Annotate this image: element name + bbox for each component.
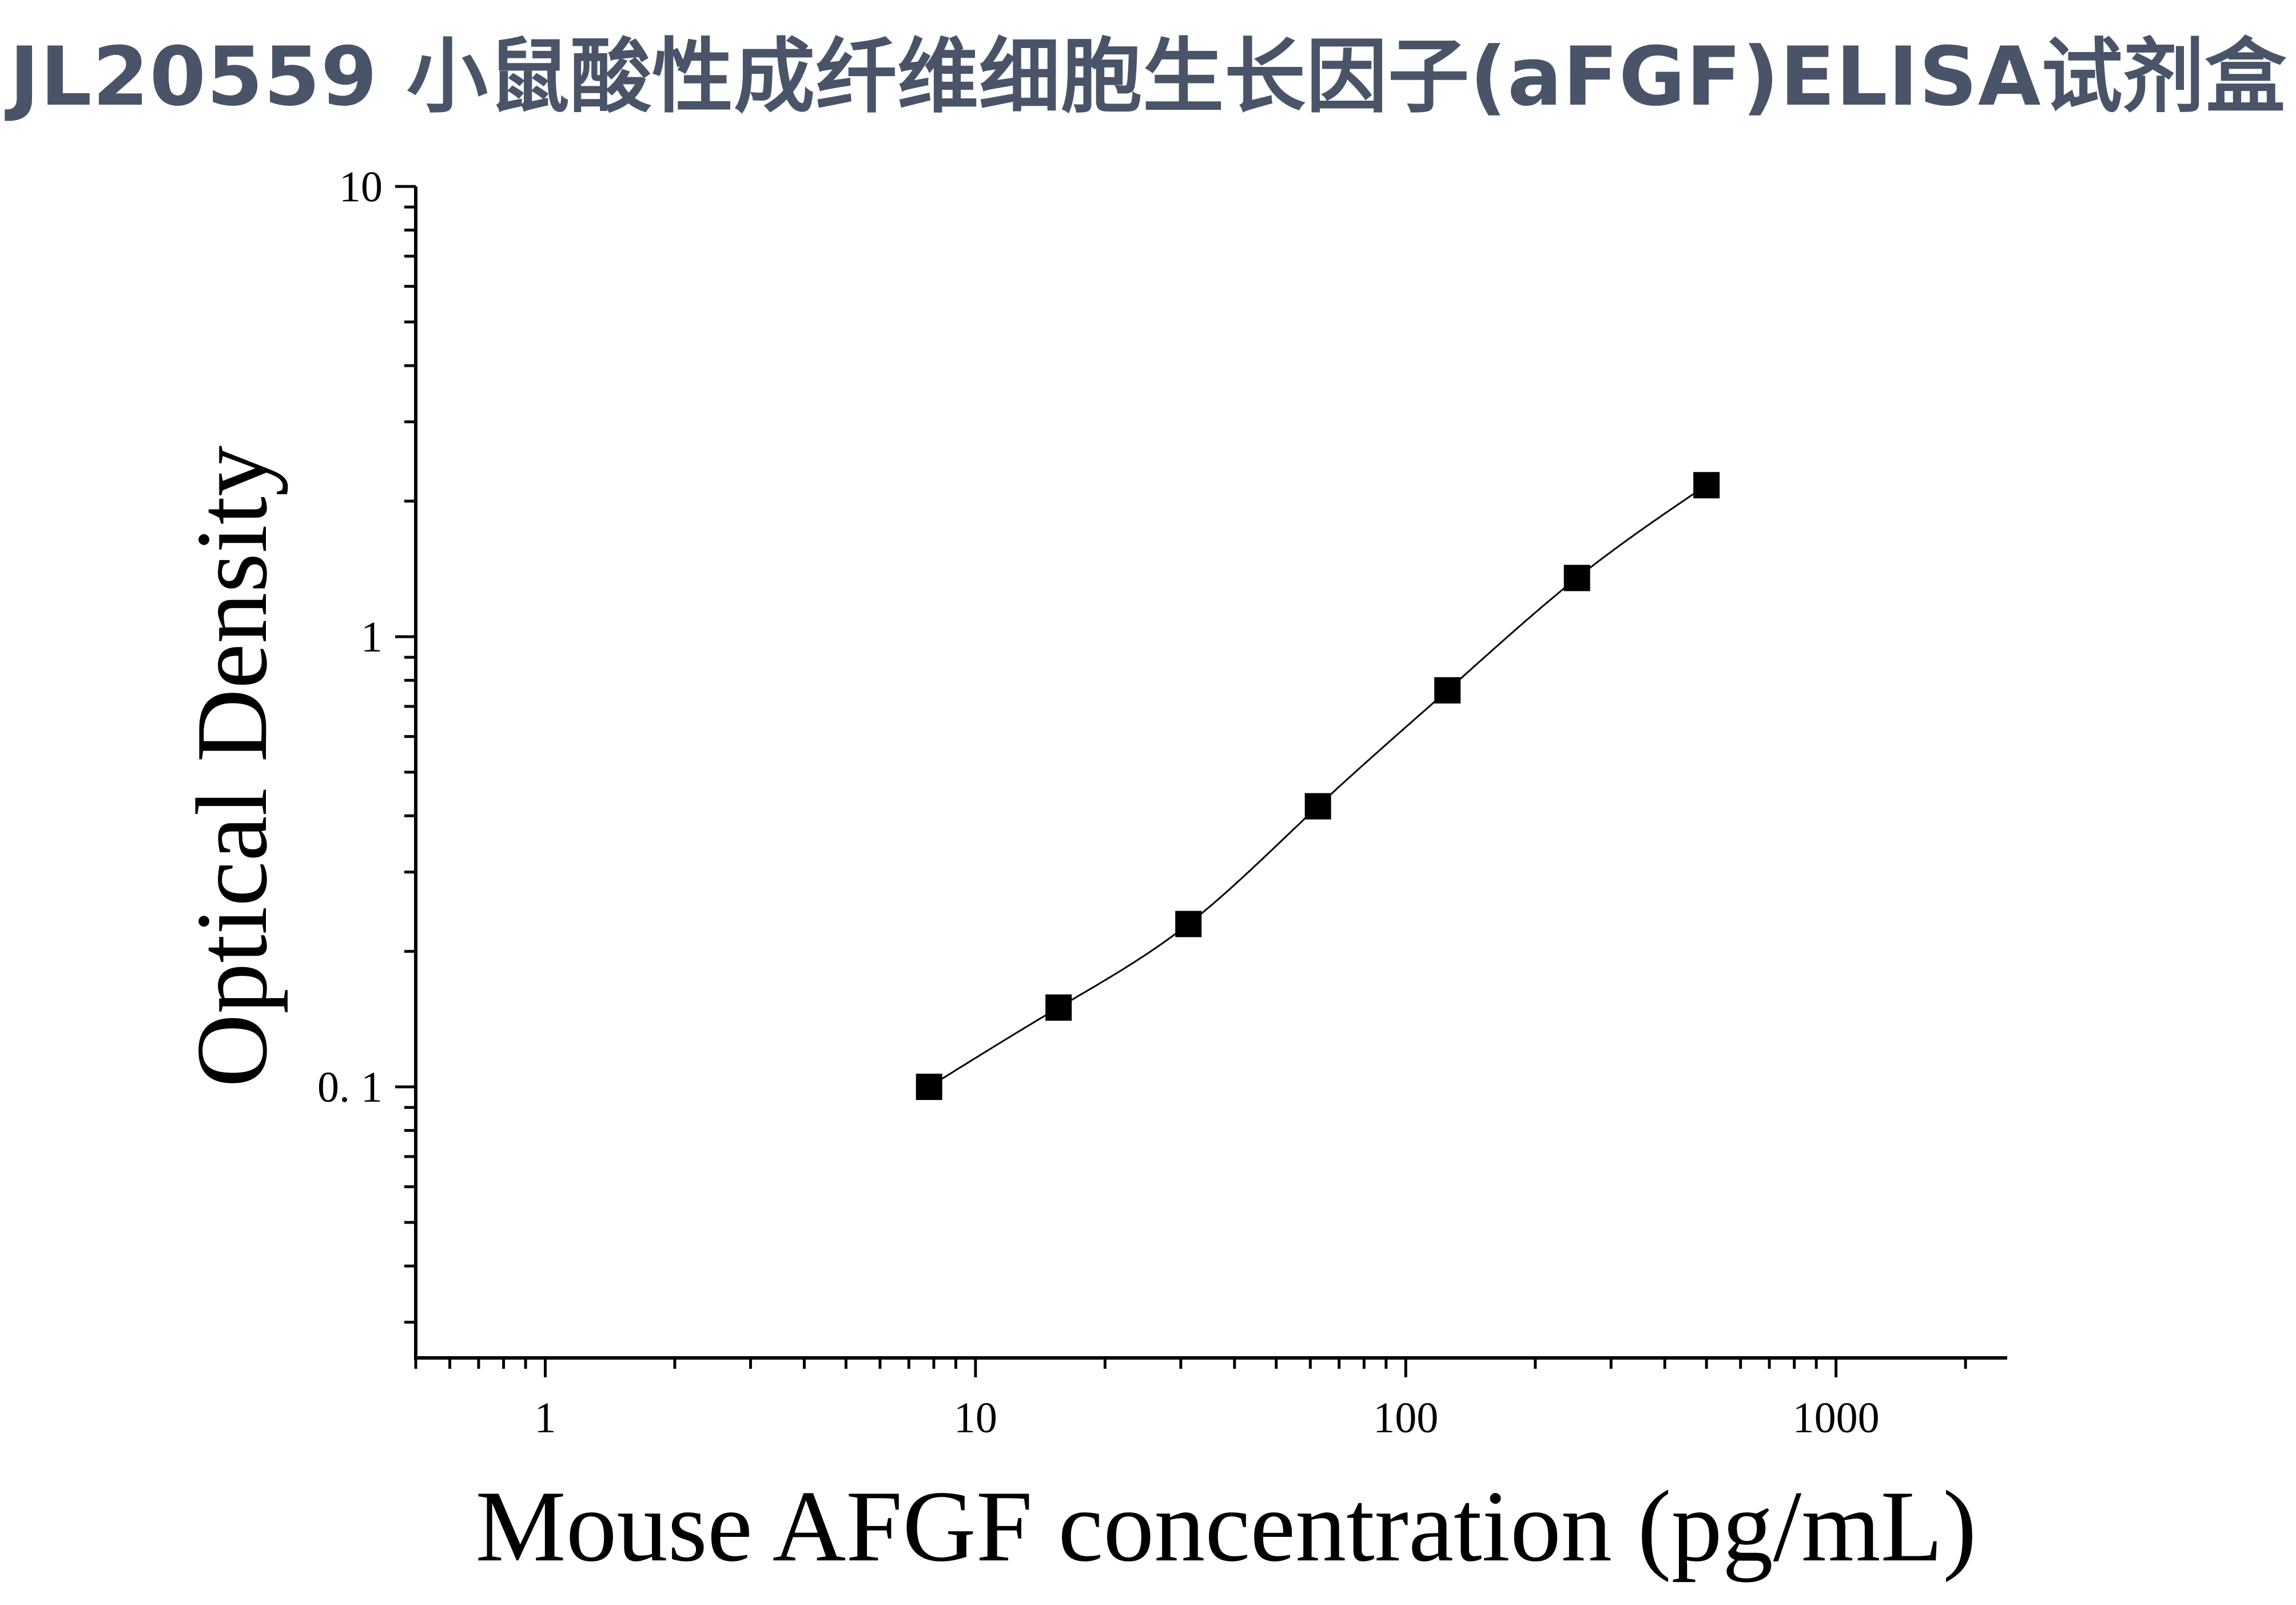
axes <box>414 186 2007 1360</box>
data-point <box>1045 994 1072 1021</box>
chart-title: JL20559 小鼠酸性成纤维细胞生长因子(aFGF)ELISA试剂盒 <box>9 30 2287 124</box>
y-axis-label: Optical Density <box>175 446 288 1087</box>
data-points <box>916 472 1720 1101</box>
x-axis-ticks: 1 10 100 1000 <box>414 1358 1967 1442</box>
data-point <box>1175 911 1202 937</box>
x-tick-label: 1000 <box>1793 1394 1880 1442</box>
y-axis-ticks: 0. 1 1 10 <box>317 163 416 1324</box>
data-point <box>916 1074 942 1101</box>
x-tick-label: 10 <box>954 1394 997 1442</box>
x-tick-label: 1 <box>534 1394 556 1442</box>
x-axis-label: Mouse AFGF concentration (pg/mL) <box>475 1469 1976 1583</box>
data-point <box>1693 472 1720 499</box>
data-point <box>1434 677 1461 704</box>
y-tick-label: 10 <box>339 163 383 211</box>
y-tick-label: 0. 1 <box>317 1063 383 1111</box>
data-point <box>1304 793 1331 820</box>
y-tick-label: 1 <box>361 613 383 661</box>
x-tick-label: 100 <box>1373 1394 1438 1442</box>
data-point <box>1563 565 1590 591</box>
